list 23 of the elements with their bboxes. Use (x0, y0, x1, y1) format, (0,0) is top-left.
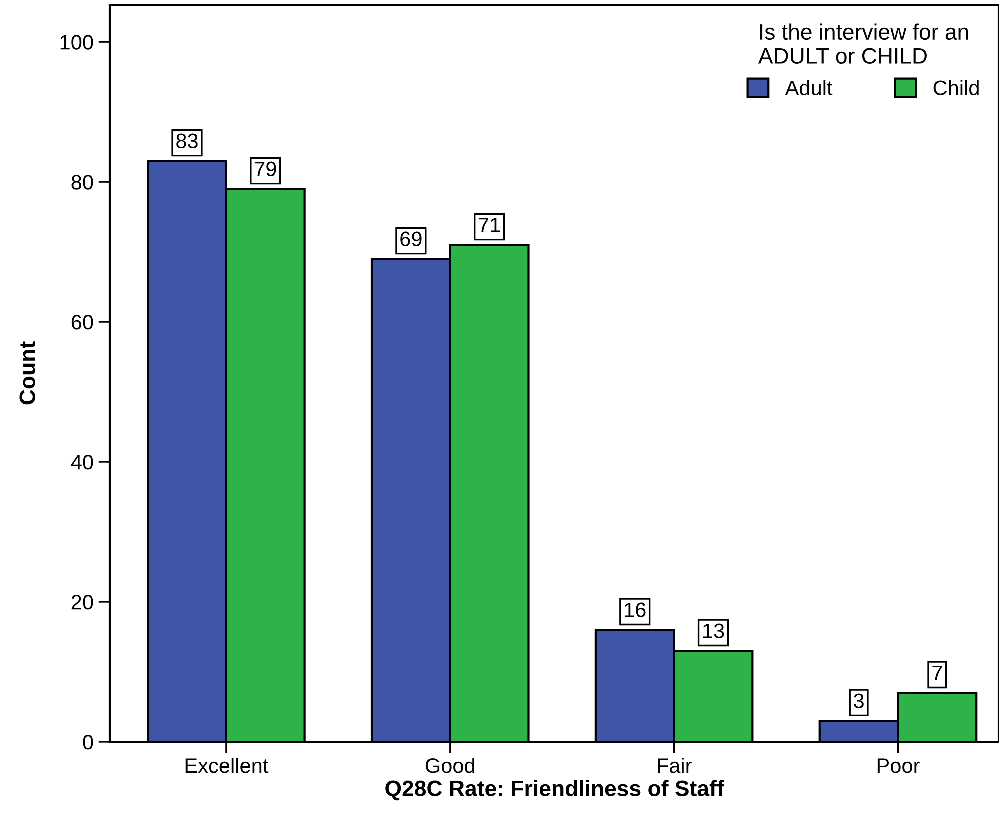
data-label: 13 (703, 624, 724, 638)
y-axis-title: Count (20, 342, 36, 405)
x-axis-title: Q28C Rate: Friendliness of Staff (386, 780, 724, 801)
data-label: 3 (854, 694, 864, 708)
x-tick-label: Poor (878, 758, 920, 774)
data-label: 69 (400, 232, 422, 247)
y-tick-label: 20 (72, 595, 94, 610)
data-label: 79 (255, 162, 276, 177)
data-label: 71 (479, 218, 500, 232)
legend-label: Adult (785, 80, 833, 96)
x-tick-label: Fair (658, 758, 692, 774)
x-tick-label: Good (426, 758, 475, 774)
y-tick-label: 40 (71, 455, 94, 470)
y-tick-label: 100 (60, 35, 94, 50)
legend-title: Is the interview for an ADULT or CHILD (758, 24, 968, 64)
data-label: 83 (176, 134, 198, 149)
data-label: 16 (625, 602, 646, 618)
y-tick-label: 80 (72, 175, 94, 190)
y-tick-label: 0 (83, 735, 94, 750)
legend-label: Child (934, 80, 979, 96)
x-tick-label: Excellent (186, 758, 269, 774)
data-label: 7 (932, 666, 942, 680)
y-tick-label: 60 (72, 315, 94, 330)
